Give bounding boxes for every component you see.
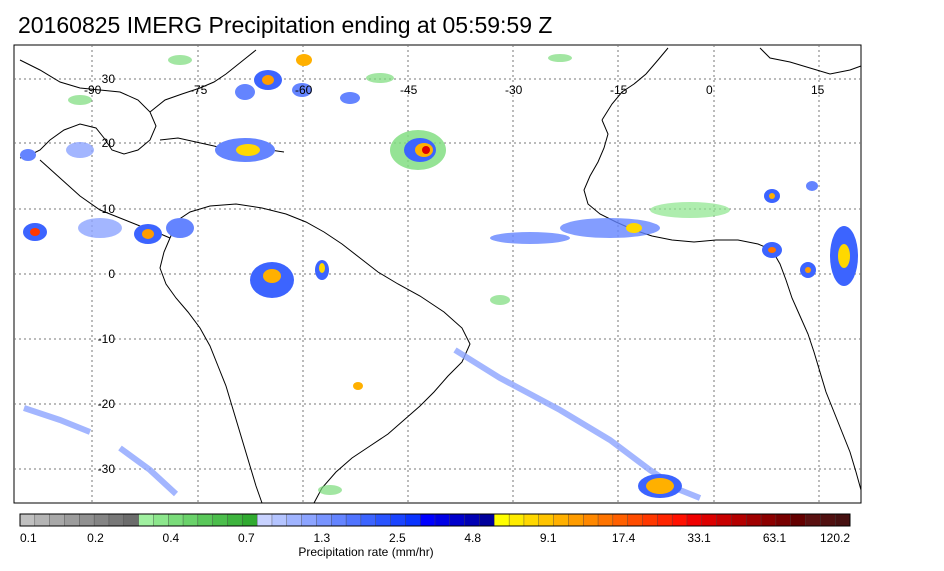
lon-label: -60: [295, 83, 313, 97]
colorbar-swatch: [123, 513, 140, 527]
colorbar-swatch: [449, 513, 466, 527]
colorbar-swatch: [316, 513, 332, 527]
colorbar-swatch: [212, 513, 228, 527]
colorbar-swatch: [820, 513, 836, 527]
colorbar-frame: [19, 513, 851, 527]
colorbar-swatch: [657, 513, 673, 527]
colorbar-swatch: [256, 513, 273, 527]
colorbar-swatch: [79, 513, 95, 527]
colorbar-swatch: [301, 513, 317, 527]
colorbar-swatch: [405, 513, 421, 527]
colorbar-swatch: [834, 513, 851, 527]
colorbar-tick-label: 0.1: [20, 531, 37, 545]
lon-label: 15: [811, 83, 825, 97]
colorbar-swatch: [464, 513, 480, 527]
colorbar-swatch: [64, 513, 80, 527]
colorbar-swatch: [686, 513, 703, 527]
colorbar-swatch: [731, 513, 747, 527]
colorbar-tick-label: 33.1: [687, 531, 711, 545]
map-frame: [13, 44, 862, 504]
colorbar-swatch: [153, 513, 169, 527]
colorbar-swatch: [627, 513, 643, 527]
colorbar-swatch: [508, 513, 525, 527]
colorbar-swatch: [345, 513, 362, 527]
colorbar-swatch: [479, 513, 495, 527]
lon-label: -75: [190, 83, 208, 97]
colorbar-swatch: [49, 513, 65, 527]
colorbar-swatch: [716, 513, 732, 527]
coastlines: [19, 47, 862, 504]
colorbar-swatch: [760, 513, 777, 527]
colorbar-tick-label: 0.4: [163, 531, 180, 545]
lon-label: -15: [610, 83, 628, 97]
colorbar-swatch: [701, 513, 718, 527]
colorbar-swatch: [19, 513, 36, 527]
colorbar-swatch: [612, 513, 629, 527]
colorbar-swatch: [553, 513, 569, 527]
map-title: 20160825 IMERG Precipitation ending at 0…: [18, 12, 553, 38]
colorbar-swatch: [168, 513, 184, 527]
colorbar-swatch: [182, 513, 199, 527]
colorbar-tick-label: 1.3: [313, 531, 330, 545]
colorbar-tick-label: 2.5: [389, 531, 406, 545]
longitude-labels: -90 -75 -60 -45 -30 -15 0 15: [84, 83, 825, 97]
colorbar-swatch: [671, 513, 688, 527]
lat-label: -30: [98, 462, 116, 476]
colorbar-swatch: [197, 513, 214, 527]
lat-label: 30: [102, 72, 116, 86]
lat-label: -20: [98, 397, 116, 411]
colorbar-swatch: [360, 513, 377, 527]
colorbar-swatch: [538, 513, 555, 527]
colorbar-swatch: [242, 513, 258, 527]
latitude-labels: 30 20 10 0 -10 -20 -30: [98, 72, 116, 476]
lat-label: 20: [102, 136, 116, 150]
colorbar-tick-label: 63.1: [763, 531, 787, 545]
colorbar-swatch: [227, 513, 243, 527]
colorbar-swatch: [568, 513, 584, 527]
colorbar-swatch: [790, 513, 807, 527]
colorbar-swatch: [390, 513, 406, 527]
colorbar-tick-label: 9.1: [540, 531, 557, 545]
colorbar-swatch: [523, 513, 540, 527]
lon-label: -45: [400, 83, 418, 97]
colorbar-swatch: [331, 513, 347, 527]
colorbar-tick-label: 17.4: [612, 531, 636, 545]
colorbar-swatch: [642, 513, 658, 527]
colorbar-swatch: [775, 513, 792, 527]
colorbar-tick-label: 120.2: [820, 531, 850, 545]
colorbar-swatch: [419, 513, 436, 527]
lon-label: -30: [505, 83, 523, 97]
lon-label: 0: [706, 83, 713, 97]
colorbar-swatch: [375, 513, 392, 527]
lat-label: -10: [98, 332, 116, 346]
colorbar-tick-label: 0.7: [238, 531, 255, 545]
lon-label: -90: [84, 83, 102, 97]
colorbar: [19, 513, 851, 527]
colorbar-swatch: [271, 513, 288, 527]
lat-label: 10: [102, 202, 116, 216]
colorbar-tick-label: 4.8: [464, 531, 481, 545]
colorbar-swatch: [286, 513, 303, 527]
colorbar-swatch: [597, 513, 614, 527]
colorbar-label: Precipitation rate (mm/hr): [298, 545, 433, 559]
colorbar-tick-label: 0.2: [87, 531, 104, 545]
colorbar-ticks: 0.1 0.2 0.4 0.7 1.3 2.5 4.8 9.1 17.4 33.1 63.1 120.…: [20, 531, 850, 545]
lat-label: 0: [108, 267, 115, 281]
colorbar-swatch: [583, 513, 599, 527]
colorbar-swatch: [746, 513, 762, 527]
colorbar-swatch: [138, 513, 154, 527]
precipitation-cells: [20, 54, 858, 501]
colorbar-swatch: [805, 513, 821, 527]
colorbar-swatch: [108, 513, 125, 527]
colorbar-swatch: [34, 513, 51, 527]
colorbar-swatch: [93, 513, 110, 527]
colorbar-swatch: [434, 513, 451, 527]
colorbar-swatch: [494, 513, 510, 527]
